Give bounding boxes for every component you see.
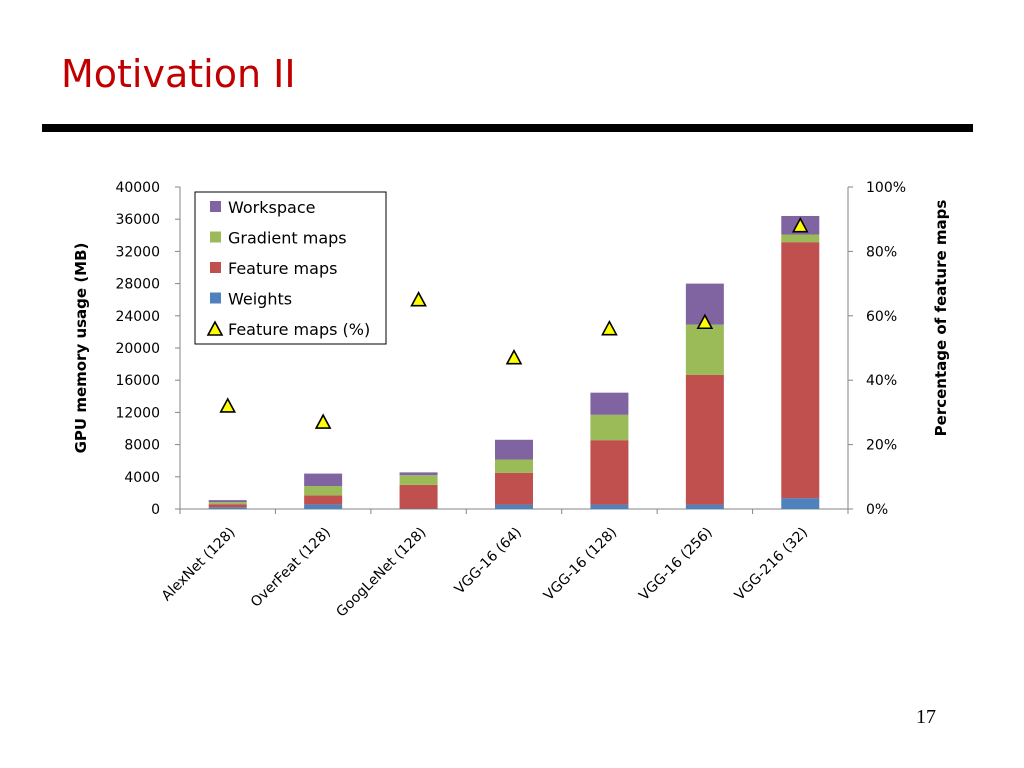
y-tick-label: 32000: [115, 244, 160, 260]
x-tick-label: VGG-16 (256): [636, 525, 715, 604]
feature-maps-pct-marker: [219, 397, 237, 413]
x-tick-label: VGG-16 (64): [452, 525, 525, 598]
y-tick-label: 4000: [124, 470, 160, 486]
bar-feature-maps: [304, 495, 343, 505]
bar-weights: [590, 504, 629, 509]
feature-maps-pct-marker: [791, 216, 809, 233]
y2-axis-title: Percentage of feature maps: [932, 200, 950, 437]
feature-maps-pct-marker: [410, 291, 427, 307]
y2-tick-label: 40%: [866, 373, 897, 389]
y-tick-label: 0: [151, 502, 160, 518]
bar-gradient-maps: [399, 475, 438, 485]
bar-feature-maps: [495, 472, 533, 505]
y2-tick-label: 20%: [866, 438, 897, 454]
y-tick-label: 28000: [115, 277, 160, 293]
legend-label: Gradient maps: [228, 229, 347, 248]
bar-weights: [304, 504, 343, 509]
legend-swatch: [210, 292, 221, 304]
y-tick-label: 16000: [115, 373, 160, 389]
bar-feature-maps: [685, 374, 724, 505]
x-tick-label: GoogLeNet (128): [333, 525, 429, 621]
legend-swatch: [210, 231, 221, 243]
bar-gradient-maps: [685, 324, 724, 375]
feature-maps-pct-marker: [505, 348, 523, 365]
bar-workspace: [304, 473, 343, 487]
bar-weights: [495, 504, 533, 509]
bar-gradient-maps: [781, 234, 820, 243]
x-tick-label: VGG-16 (128): [541, 525, 620, 604]
bar-feature-maps: [781, 242, 820, 499]
y-tick-label: 8000: [124, 438, 160, 454]
legend-label: Weights: [228, 290, 292, 309]
bar-workspace: [590, 392, 629, 415]
legend-swatch-triangle: [206, 320, 224, 336]
bar-feature-maps: [208, 504, 247, 508]
bar-gradient-maps: [590, 414, 629, 441]
y2-tick-label: 60%: [866, 309, 897, 325]
bar-feature-maps: [590, 440, 629, 505]
legend-swatch: [210, 201, 221, 212]
y-tick-label: 40000: [115, 180, 160, 196]
y2-tick-label: 80%: [866, 244, 897, 260]
x-tick-label: VGG-216 (32): [732, 525, 811, 604]
bar-gradient-maps: [495, 459, 533, 473]
x-tick-label: AlexNet (128): [159, 525, 239, 605]
y-axis-title: GPU memory usage (MB): [72, 243, 90, 454]
bar-workspace: [399, 472, 438, 476]
bar-weights: [208, 507, 247, 509]
bar-gradient-maps: [208, 502, 247, 505]
legend-label: Feature maps (%): [228, 320, 370, 339]
y-tick-label: 24000: [115, 309, 160, 325]
bar-workspace: [495, 439, 533, 460]
feature-maps-pct-marker: [314, 413, 332, 429]
bar-gradient-maps: [304, 486, 343, 496]
bar-feature-maps: [399, 484, 438, 509]
y2-tick-label: 100%: [866, 180, 906, 196]
bar-weights: [685, 504, 724, 509]
y-tick-label: 12000: [115, 405, 160, 421]
x-tick-label: OverFeat (128): [248, 525, 334, 611]
slide-title: Motivation II: [61, 52, 296, 96]
bar-weights: [781, 498, 820, 509]
bar-workspace: [208, 500, 247, 503]
feature-maps-pct-marker: [601, 319, 618, 336]
y-tick-label: 20000: [115, 341, 160, 357]
title-divider: [42, 124, 973, 132]
legend-label: Feature maps: [228, 259, 337, 278]
y-tick-label: 36000: [115, 212, 160, 228]
feature-maps-pct-marker: [696, 313, 714, 330]
y2-tick-label: 0%: [866, 502, 888, 518]
legend-box: [194, 191, 387, 345]
page-number: 17: [916, 706, 936, 728]
legend-swatch: [210, 262, 221, 273]
legend-label: Workspace: [228, 198, 315, 217]
